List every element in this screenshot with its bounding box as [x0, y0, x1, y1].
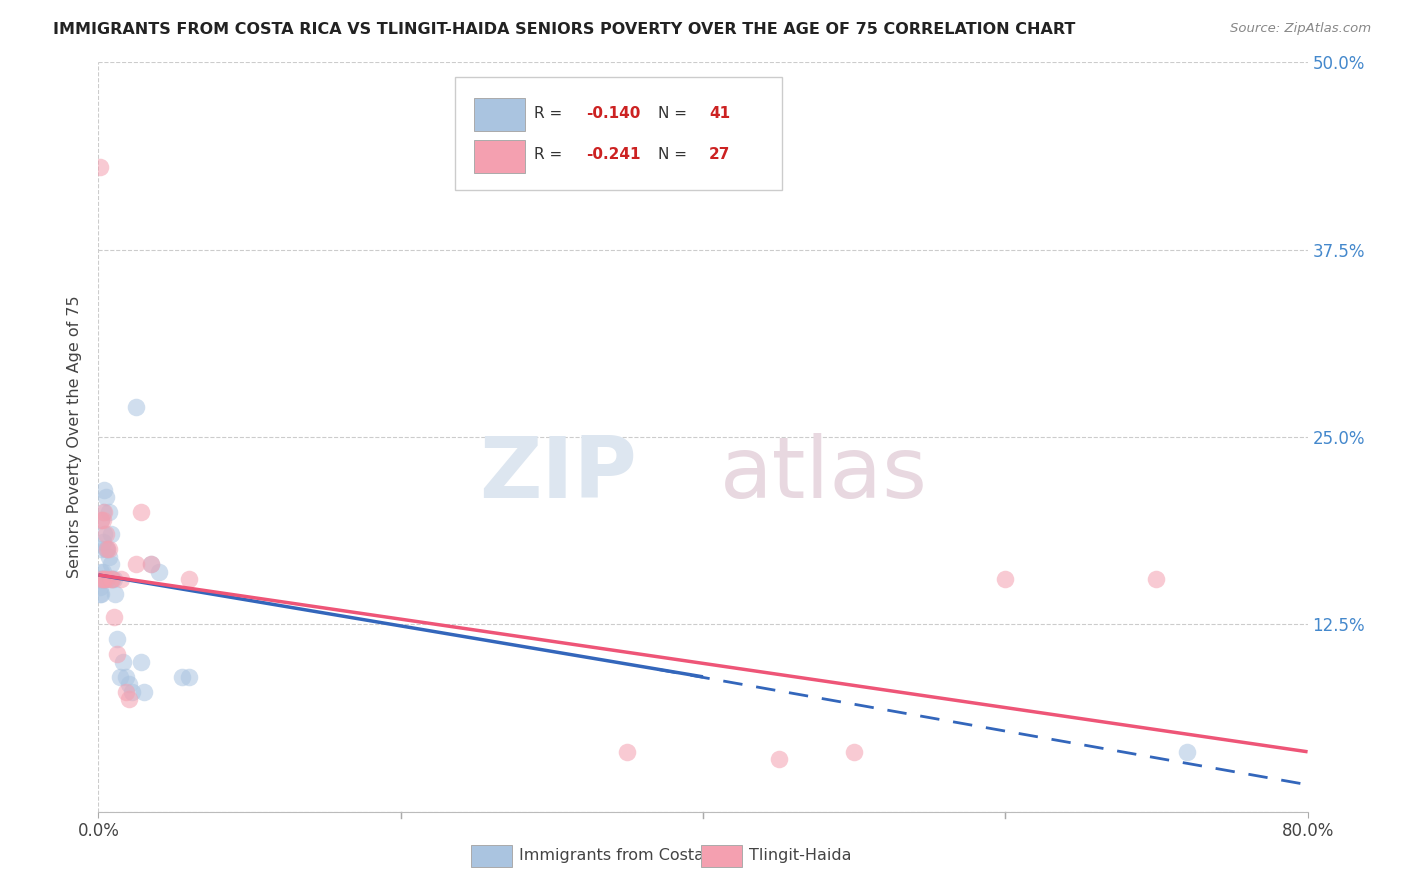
Point: [90, 565, 112, 579]
Point: [93, 573, 115, 587]
Point: [90, 542, 112, 557]
Point: [105, 632, 128, 647]
FancyBboxPatch shape: [474, 98, 526, 131]
Point: [94, 527, 117, 541]
Point: [100, 527, 122, 541]
Point: [179, 670, 201, 684]
FancyBboxPatch shape: [456, 78, 782, 190]
Point: [104, 587, 127, 601]
Point: [90, 512, 112, 526]
Point: [121, 685, 143, 699]
Point: [98, 549, 121, 564]
Text: IMMIGRANTS FROM COSTA RICA VS TLINGIT-HAIDA SENIORS POVERTY OVER THE AGE OF 75 C: IMMIGRANTS FROM COSTA RICA VS TLINGIT-HA…: [53, 22, 1076, 37]
Point: [141, 558, 163, 572]
Point: [89, 580, 111, 594]
Point: [103, 610, 125, 624]
Text: atlas: atlas: [720, 433, 928, 516]
Y-axis label: Seniors Poverty Over the Age of 75: Seniors Poverty Over the Age of 75: [67, 296, 83, 578]
Point: [94, 573, 117, 587]
Point: [101, 573, 124, 587]
Point: [1144, 573, 1167, 587]
Point: [93, 483, 115, 497]
Point: [114, 670, 136, 684]
Text: ZIP: ZIP: [479, 433, 637, 516]
Point: [100, 573, 122, 587]
Point: [844, 745, 866, 759]
Point: [148, 565, 170, 579]
Text: Immigrants from Costa Rica: Immigrants from Costa Rica: [519, 848, 744, 863]
Point: [90, 573, 112, 587]
Point: [118, 677, 141, 691]
Point: [90, 573, 112, 587]
Point: [98, 542, 121, 557]
Point: [90, 587, 112, 601]
Text: -0.241: -0.241: [586, 147, 640, 162]
FancyBboxPatch shape: [471, 846, 512, 867]
Point: [141, 558, 163, 572]
Point: [93, 505, 115, 519]
Point: [129, 505, 152, 519]
Text: Tlingit-Haida: Tlingit-Haida: [749, 848, 852, 863]
Point: [96, 542, 118, 557]
Point: [114, 685, 136, 699]
Point: [90, 512, 112, 526]
Point: [91, 512, 114, 526]
Text: 41: 41: [709, 106, 730, 121]
Point: [91, 565, 114, 579]
Point: [994, 573, 1017, 587]
Text: Source: ZipAtlas.com: Source: ZipAtlas.com: [1230, 22, 1371, 36]
Point: [103, 573, 125, 587]
Point: [96, 573, 118, 587]
Point: [89, 161, 111, 175]
Point: [179, 573, 201, 587]
Point: [94, 490, 117, 504]
Point: [91, 505, 114, 519]
Point: [89, 573, 111, 587]
Point: [132, 685, 155, 699]
Text: 27: 27: [709, 147, 731, 162]
Point: [101, 573, 124, 587]
Point: [125, 558, 148, 572]
Text: N =: N =: [658, 147, 692, 162]
Point: [91, 535, 114, 549]
Point: [111, 655, 134, 669]
Text: R =: R =: [534, 106, 567, 121]
Point: [110, 573, 132, 587]
Point: [616, 745, 638, 759]
Point: [125, 400, 148, 414]
Point: [170, 670, 193, 684]
Point: [94, 542, 117, 557]
Point: [768, 752, 790, 766]
Point: [89, 587, 111, 601]
Point: [91, 573, 114, 587]
Point: [98, 505, 121, 519]
Text: N =: N =: [658, 106, 692, 121]
Point: [93, 573, 115, 587]
Text: -0.140: -0.140: [586, 106, 640, 121]
FancyBboxPatch shape: [700, 846, 742, 867]
Point: [93, 527, 115, 541]
Point: [1175, 745, 1198, 759]
Text: R =: R =: [534, 147, 567, 162]
Point: [100, 558, 122, 572]
Point: [129, 655, 152, 669]
Point: [108, 670, 131, 684]
FancyBboxPatch shape: [474, 140, 526, 172]
Point: [118, 692, 141, 706]
Point: [96, 542, 118, 557]
Point: [94, 573, 117, 587]
Point: [105, 648, 128, 662]
Point: [91, 573, 114, 587]
